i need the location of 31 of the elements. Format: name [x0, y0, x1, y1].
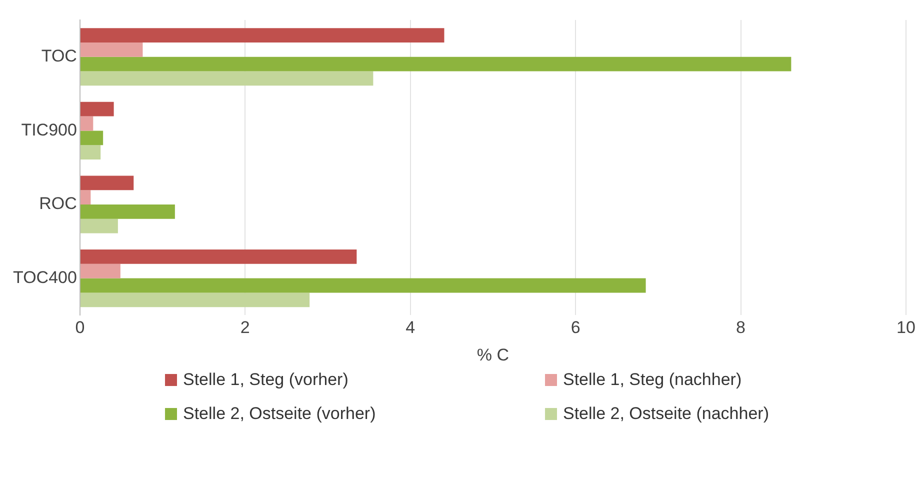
bar	[80, 130, 104, 146]
legend-label: Stelle 1, Steg (nachher)	[563, 370, 742, 390]
bar	[80, 42, 143, 57]
bar	[80, 145, 101, 160]
y-tick-label: TOC	[41, 46, 77, 66]
bar	[80, 176, 134, 190]
legend-label: Stelle 2, Ostseite (nachher)	[563, 404, 769, 424]
bar	[80, 250, 357, 264]
x-tick-label: 4	[406, 318, 416, 338]
bar	[80, 190, 91, 204]
x-tick-label: 10	[896, 318, 916, 338]
bar	[80, 28, 444, 43]
x-tick-label: 8	[736, 318, 746, 338]
bar	[80, 56, 792, 72]
x-tick-label: 0	[75, 318, 85, 338]
legend-label: Stelle 1, Steg (vorher)	[183, 370, 348, 390]
y-tick-label: ROC	[39, 194, 77, 214]
x-tick-label: 6	[570, 318, 580, 338]
y-tick-label: TOC400	[12, 268, 77, 287]
bar	[80, 264, 120, 278]
y-tick-label: TIC900	[21, 120, 77, 140]
bar	[80, 204, 175, 219]
x-tick-label: 2	[240, 318, 250, 338]
bar	[80, 278, 646, 293]
bar	[80, 116, 94, 131]
bar	[80, 218, 118, 234]
bar	[80, 71, 374, 86]
bar	[80, 102, 114, 116]
bar	[80, 292, 310, 308]
x-axis-title: % C	[476, 345, 510, 364]
legend-label: Stelle 2, Ostseite (vorher)	[183, 404, 376, 424]
